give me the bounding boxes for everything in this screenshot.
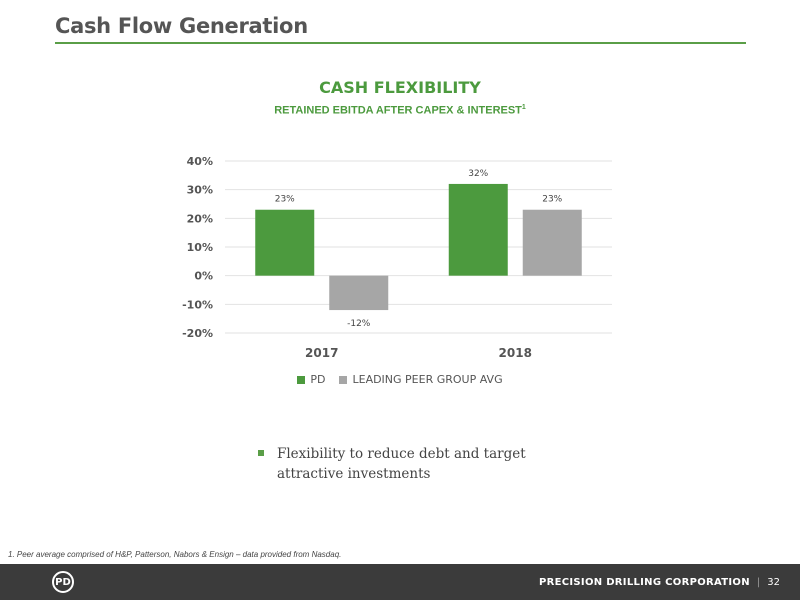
bullet-marker-icon	[258, 450, 264, 456]
page-number: 32	[767, 576, 780, 588]
legend-label-pd: PD	[310, 373, 326, 386]
y-tick-label: 10%	[187, 241, 213, 254]
footnote: 1. Peer average comprised of H&P, Patter…	[8, 550, 342, 559]
y-tick-label: -10%	[182, 298, 213, 311]
footer-company-name: PRECISION DRILLING CORPORATION	[539, 576, 750, 588]
chart-legend: PD LEADING PEER GROUP AVG	[0, 373, 800, 386]
bar	[448, 183, 508, 276]
chart-subtitle-text: RETAINED EBITDA AFTER CAPEX & INTEREST	[274, 104, 522, 117]
y-tick-label: 0%	[194, 270, 213, 283]
legend-item-peer: LEADING PEER GROUP AVG	[339, 373, 503, 386]
footer-right: PRECISION DRILLING CORPORATION | 32	[539, 577, 780, 588]
chart-title: CASH FLEXIBILITY	[319, 78, 481, 97]
data-label: 23%	[542, 195, 562, 205]
x-tick-label: 2018	[499, 346, 532, 360]
data-label: -12%	[347, 319, 371, 329]
bar	[522, 209, 582, 276]
legend-label-peer: LEADING PEER GROUP AVG	[352, 373, 503, 386]
page-title: Cash Flow Generation	[55, 14, 308, 38]
chart-subtitle-footnote-mark: 1	[521, 104, 526, 111]
company-logo-icon: PD	[52, 571, 74, 593]
bar-chart: 40% 30% 20% 10% 0% -10% -20% 23% -12% 2017 32% 23% 2…	[182, 155, 612, 360]
data-label: 32%	[468, 169, 488, 179]
bullet-item: Flexibility to reduce debt and target at…	[258, 444, 588, 484]
y-tick-label: 20%	[187, 212, 213, 225]
bullet-text: Flexibility to reduce debt and target at…	[277, 446, 526, 482]
bar	[255, 209, 315, 276]
legend-item-pd: PD	[297, 373, 325, 386]
x-tick-label: 2017	[305, 346, 338, 360]
title-divider	[55, 42, 746, 44]
bar	[329, 275, 389, 311]
footer-bar: PD PRECISION DRILLING CORPORATION | 32	[0, 564, 800, 600]
legend-swatch-peer	[339, 375, 348, 384]
y-tick-label: 30%	[187, 184, 213, 197]
y-tick-label: 40%	[187, 155, 213, 168]
data-label: 23%	[275, 195, 295, 205]
chart-subtitle: RETAINED EBITDA AFTER CAPEX & INTEREST1	[0, 104, 800, 117]
legend-swatch-pd	[297, 375, 306, 384]
y-tick-label: -20%	[182, 327, 213, 340]
footer-separator: |	[756, 576, 761, 588]
